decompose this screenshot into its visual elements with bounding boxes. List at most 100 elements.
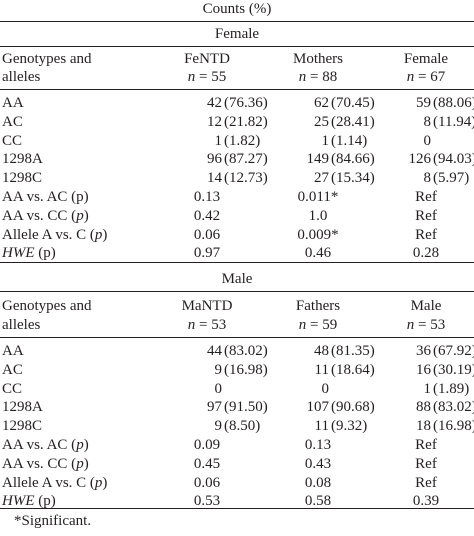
test-label: HWE (p) [2,244,56,262]
count-cell: 36 [416,343,431,359]
test-row: AA vs. CC (p) 0.42 1.0 Ref [0,207,474,225]
count-cell: 12 [207,113,222,130]
n-value: = 55 [199,69,227,85]
count-cell: 1 [423,380,432,397]
col-alleles-label: alleles [2,69,41,85]
count-cell: 149 [306,151,330,168]
test-value: 0.08 [304,474,332,491]
test-value: 0.97 [193,245,221,262]
rule-male-top [0,291,474,292]
female-section-title: Female [214,26,260,42]
count-cell: 107 [306,399,330,416]
count-cell: 44 [207,343,222,359]
n-value: = 53 [199,317,227,333]
test-value: 0.42 [193,207,221,224]
test-value: 0.46 [304,245,332,262]
count-cell: 96 [207,151,222,168]
test-row: HWE (p) 0.53 0.58 0.39 [0,492,474,510]
table-row: AA 44 (83.02) 48 (81.35) 36 (67.92) [0,342,474,360]
test-value: Ref [415,207,437,224]
test-label-post: ) [83,455,89,472]
test-label-post: ) [102,226,108,243]
table-row: AA 42 (76.36) 62 (70.45) 59 (88.06) [0,94,474,112]
count-cell: 18 [416,418,431,435]
test-label-italic: p [76,455,84,472]
row-label: AA [2,95,24,111]
test-label-post: ) [102,474,108,491]
percent-cell: (12.73) [224,170,268,187]
test-label-pre: Allele A vs. C ( [2,474,95,491]
footnote: *Significant. [14,513,92,529]
n-symbol: n [406,69,415,85]
test-label-pre: Allele A vs. C ( [2,226,95,243]
test-label-pre: AA vs. AC (p) [2,189,89,205]
n-symbol: n [298,69,307,85]
test-label: AA vs. AC (p) [2,188,89,206]
test-value: 0.06 [193,474,221,491]
test-label-italic: p [76,207,84,224]
table-row: 1298C 9 (8.50) 11 (9.32) 18 (16.98) [0,417,474,435]
col-alleles-label: alleles [2,317,41,333]
percent-cell: (91.50) [224,399,268,416]
test-value: 0.011* [297,189,339,205]
row-label: 1298C [2,170,43,187]
test-row: AA vs. CC (p) 0.45 0.43 Ref [0,455,474,473]
male-header-row2: alleles n = 53 n = 59 n = 53 [0,316,474,334]
group-n: n = 59 [258,316,378,334]
percent-cell: (18.64) [331,361,375,378]
group-name: Male [410,298,442,314]
percent-cell: (88.06) [433,95,474,111]
percent-cell: (76.36) [224,95,268,111]
test-row: Allele A vs. C (p) 0.06 0.08 Ref [0,474,474,492]
percent-cell: (83.02) [433,399,474,416]
table-row: CC 0 0 1 (1.89) [0,380,474,398]
test-value: 0.009* [297,226,339,243]
count-cell: 59 [416,95,431,111]
test-value: 0.45 [193,455,221,472]
percent-cell: (30.19) [433,361,474,378]
count-cell: 8 [423,170,432,187]
counts-header: Counts (%) [202,1,272,17]
count-cell: 97 [207,399,222,416]
count-cell: 126 [408,151,432,168]
test-label: Allele A vs. C (p) [2,474,107,492]
percent-cell: (1.14) [331,132,368,149]
count-cell: 9 [214,361,223,378]
count-cell: 11 [314,361,329,378]
col-genotypes-label: Genotypes and [2,298,92,314]
rule-bottom [0,508,474,509]
row-label: AC [2,361,23,378]
count-cell: 88 [416,399,431,416]
count-cell: 9 [214,418,223,435]
group-name: MaNTD [181,298,233,314]
count-cell: 8 [423,113,432,130]
test-value: Ref [415,226,437,243]
female-header-row2: alleles n = 55 n = 88 n = 67 [0,68,474,86]
row-label: 1298A [2,151,43,168]
percent-cell: (16.98) [433,418,474,435]
test-label-italic: p [76,437,84,453]
count-cell: 16 [416,361,431,378]
table-row: 1298A 96 (87.27) 149 (84.66) 126 (94.03) [0,150,474,168]
table-row: AC 9 (16.98) 11 (18.64) 16 (30.19) [0,361,474,379]
group-name: Mothers [293,51,343,67]
male-header-row1: Genotypes and MaNTD Fathers Male [0,297,474,315]
table-row: 1298C 14 (12.73) 27 (15.34) 8 (5.97) [0,169,474,187]
test-value: 0.13 [193,189,221,205]
count-cell: 48 [314,343,329,359]
percent-cell: (5.97) [433,170,470,187]
test-label: AA vs. CC (p) [2,207,89,225]
percent-cell: (67.92) [433,343,474,359]
percent-cell: (8.50) [224,418,261,435]
table-row: AC 12 (21.82) 25 (28.41) 8 (11.94) [0,113,474,131]
percent-cell: (70.45) [331,95,375,111]
test-value: 0.09 [193,437,221,453]
n-symbol: n [187,69,196,85]
group-name: FeNTD [184,51,230,67]
n-symbol: n [187,317,196,333]
male-section-title: Male [221,271,253,287]
count-cell: 1 [214,132,223,149]
percent-cell: (21.82) [224,113,268,130]
test-value: Ref [415,474,437,491]
